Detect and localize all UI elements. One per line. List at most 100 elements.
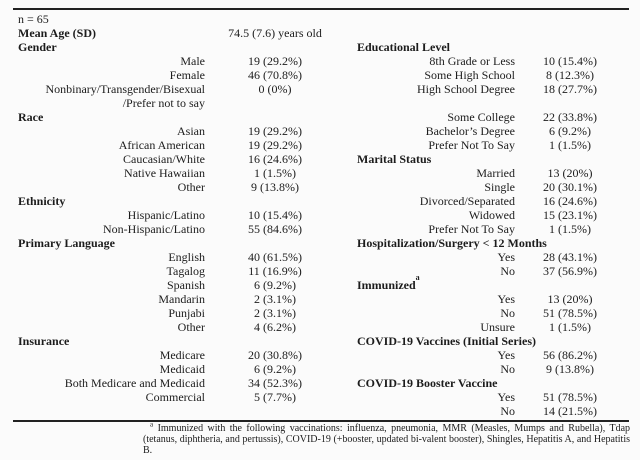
row-label: Punjabi — [168, 306, 205, 320]
table-row: Commercial 5 (7.7%) — [18, 390, 348, 404]
row-label: Tagalog — [166, 264, 205, 278]
section-header: Primary Language — [18, 236, 115, 250]
row-label: Some High School — [424, 68, 515, 82]
section-header: COVID-19 Booster Vaccine — [357, 376, 498, 390]
table-top-rule — [13, 8, 629, 10]
table-row: Yes 28 (43.1%) — [357, 250, 627, 264]
left-sections: Gender Male 19 (29.2%) Female 46 (70.8%) Nonb… — [18, 40, 348, 404]
row-label: Medicare — [159, 348, 205, 362]
table-row: African American 19 (29.2%) — [18, 138, 348, 152]
row-value: 0 (0%) — [258, 82, 292, 96]
row-label: Yes — [497, 250, 515, 264]
table-row: No 14 (21.5%) — [357, 404, 627, 418]
row-label: Both Medicare and Medicaid — [64, 376, 205, 390]
row-value: 8 (12.3%) — [546, 68, 594, 82]
table-row: Spanish 6 (9.2%) — [18, 278, 348, 292]
table-footnote: a Immunized with the following vaccinati… — [143, 421, 630, 456]
row-value: 13 (20%) — [547, 292, 593, 306]
section-header: COVID-19 Vaccines (Initial Series) — [357, 334, 536, 348]
row-value: 51 (78.5%) — [543, 390, 597, 404]
table-row: Female 46 (70.8%) — [18, 68, 348, 82]
row-value: 4 (6.2%) — [254, 320, 296, 334]
row-value: 2 (3.1%) — [254, 306, 296, 320]
row-value: 10 (15.4%) — [248, 208, 302, 222]
row-label: Non-Hispanic/Latino — [103, 222, 205, 236]
row-value: 11 (16.9%) — [248, 264, 302, 278]
section-header: Immunized a — [357, 273, 420, 293]
mean-age-row: Mean Age (SD) 74.5 (7.6) years old — [18, 26, 348, 40]
row-label: English — [168, 250, 205, 264]
row-label: Unsure — [480, 320, 515, 334]
table-row: Non-Hispanic/Latino 55 (84.6%) — [18, 222, 348, 236]
table-bottom-rule — [13, 420, 629, 422]
table-row: English 40 (61.5%) — [18, 250, 348, 264]
row-value: 56 (86.2%) — [543, 348, 597, 362]
row-value: 9 (13.8%) — [251, 180, 299, 194]
table-row: Married 13 (20%) — [357, 166, 627, 180]
table-row: Nonbinary/Transgender/Bisexual/Prefer no… — [18, 82, 348, 110]
row-label: Married — [476, 166, 515, 180]
row-label: Mandarin — [158, 292, 205, 306]
row-value: 2 (3.1%) — [254, 292, 296, 306]
row-label: Spanish — [166, 278, 205, 292]
table-row: No 51 (78.5%) — [357, 306, 627, 320]
section-header: Insurance — [18, 334, 70, 348]
table-row: Native Hawaiian 1 (1.5%) — [18, 166, 348, 180]
section-header: Gender — [18, 40, 57, 54]
row-label-line: /Prefer not to say — [122, 96, 205, 110]
row-label: Male — [180, 54, 205, 68]
row-label: Bachelor’s Degree — [425, 124, 515, 138]
row-value: 16 (24.6%) — [248, 152, 302, 166]
table-row: Bachelor’s Degree 6 (9.2%) — [357, 124, 627, 138]
table-row: 8th Grade or Less 10 (15.4%) — [357, 54, 627, 68]
row-value: 16 (24.6%) — [543, 194, 597, 208]
row-value: 34 (52.3%) — [248, 376, 302, 390]
row-label: Asian — [177, 124, 205, 138]
row-value: 6 (9.2%) — [549, 124, 591, 138]
row-label: High School Degree — [417, 82, 515, 96]
table-row: No 37 (56.9%) — [357, 264, 627, 278]
row-value: 5 (7.7%) — [254, 390, 296, 404]
table-row: Some High School 8 (12.3%) — [357, 68, 627, 82]
row-label: Other — [177, 320, 205, 334]
row-value: 1 (1.5%) — [549, 320, 591, 334]
table-row: Mandarin 2 (3.1%) — [18, 292, 348, 306]
row-value: 9 (13.8%) — [546, 362, 594, 376]
row-value: 40 (61.5%) — [248, 250, 302, 264]
row-label: Female — [169, 68, 205, 82]
left-column: n = 65 Mean Age (SD) 74.5 (7.6) years ol… — [18, 12, 348, 404]
table-row: Medicare 20 (30.8%) — [18, 348, 348, 362]
table-row: Caucasian/White 16 (24.6%) — [18, 152, 348, 166]
table-row: Punjabi 2 (3.1%) — [18, 306, 348, 320]
row-label: Widowed — [468, 208, 515, 222]
table-row: Unsure 1 (1.5%) — [357, 320, 627, 334]
row-label-line: Nonbinary/Transgender/Bisexual — [45, 82, 205, 96]
table-row: Medicaid 6 (9.2%) — [18, 362, 348, 376]
row-label: Nonbinary/Transgender/Bisexual/Prefer no… — [18, 82, 205, 110]
row-label: African American — [118, 138, 205, 152]
row-value: 51 (78.5%) — [543, 306, 597, 320]
section-header-superscript: a — [415, 273, 420, 282]
row-value: 14 (21.5%) — [543, 404, 597, 418]
table-row: Other 9 (13.8%) — [18, 180, 348, 194]
table-row: Yes 56 (86.2%) — [357, 348, 627, 362]
table-row: Asian 19 (29.2%) — [18, 124, 348, 138]
table-row: Prefer Not To Say 1 (1.5%) — [357, 222, 627, 236]
row-label: Other — [177, 180, 205, 194]
row-value: 1 (1.5%) — [549, 222, 591, 236]
row-label: Some College — [447, 110, 515, 124]
row-label: Single — [484, 180, 515, 194]
row-value: 1 (1.5%) — [549, 138, 591, 152]
row-value: 20 (30.8%) — [248, 348, 302, 362]
table-row: High School Degree 18 (27.7%) — [357, 82, 627, 96]
row-value: 19 (29.2%) — [248, 124, 302, 138]
row-value: 6 (9.2%) — [254, 278, 296, 292]
row-value: 10 (15.4%) — [543, 54, 597, 68]
table-row: Widowed 15 (23.1%) — [357, 208, 627, 222]
right-sections: Educational Level 8th Grade or Less 10 (15… — [357, 40, 627, 418]
row-label: 8th Grade or Less — [429, 54, 515, 68]
row-label: Hispanic/Latino — [127, 208, 205, 222]
row-value: 13 (20%) — [547, 166, 593, 180]
mean-age-value: 74.5 (7.6) years old — [228, 26, 322, 40]
